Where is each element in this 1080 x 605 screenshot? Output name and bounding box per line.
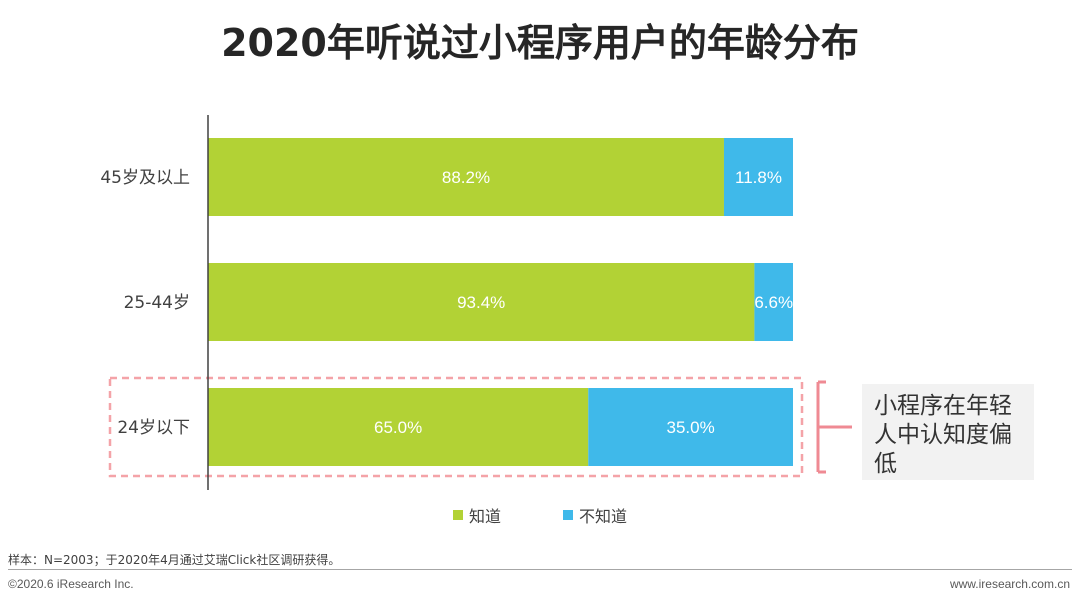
bar-dont-know [588,388,793,466]
bar-know [208,263,755,341]
bar-dont-know [723,138,793,216]
data-label: 11.8% [735,168,782,187]
callout-line: 低 [874,451,897,477]
legend-label-dont-know: 不知道 [579,507,628,526]
callout-line: 小程序在年轻 [874,393,1012,419]
copyright-text: ©2020.6 iResearch Inc. [8,577,134,591]
highlight-frame [108,376,804,478]
category-label: 45岁及以上 [100,168,190,188]
data-label: 88.2% [442,168,490,187]
data-label: 6.6% [754,293,793,312]
callout-box [862,384,1034,480]
category-label: 25-44岁 [124,293,190,313]
data-label: 65.0% [374,418,422,437]
legend: 知道 不知道 [0,503,1080,527]
legend-swatch-dont-know [563,510,573,520]
website-link[interactable]: www.iresearch.com.cn [949,577,1070,591]
data-label: 35.0% [667,418,715,437]
chart-title: 2020年听说过小程序用户的年龄分布 [221,21,859,65]
legend-label-know: 知道 [468,507,501,526]
bar-know [208,138,724,216]
callout-text: 小程序在年轻 人中认知度偏 低 [874,392,1030,479]
data-label: 93.4% [457,293,505,312]
legend-item-dont-know: 不知道 [563,503,627,527]
legend-swatch-know [452,510,463,520]
legend-item-know: 知道 [452,503,501,527]
bar-dont-know [754,263,793,341]
category-label: 24岁以下 [117,418,190,438]
callout-bracket [816,380,852,474]
footer-divider [8,569,1072,570]
callout-line: 人中认知度偏 [874,422,1012,448]
source-note: 样本：N=2003；于2020年4月通过艾瑞Click社区调研获得。 [8,553,341,567]
bar-know [208,388,589,466]
